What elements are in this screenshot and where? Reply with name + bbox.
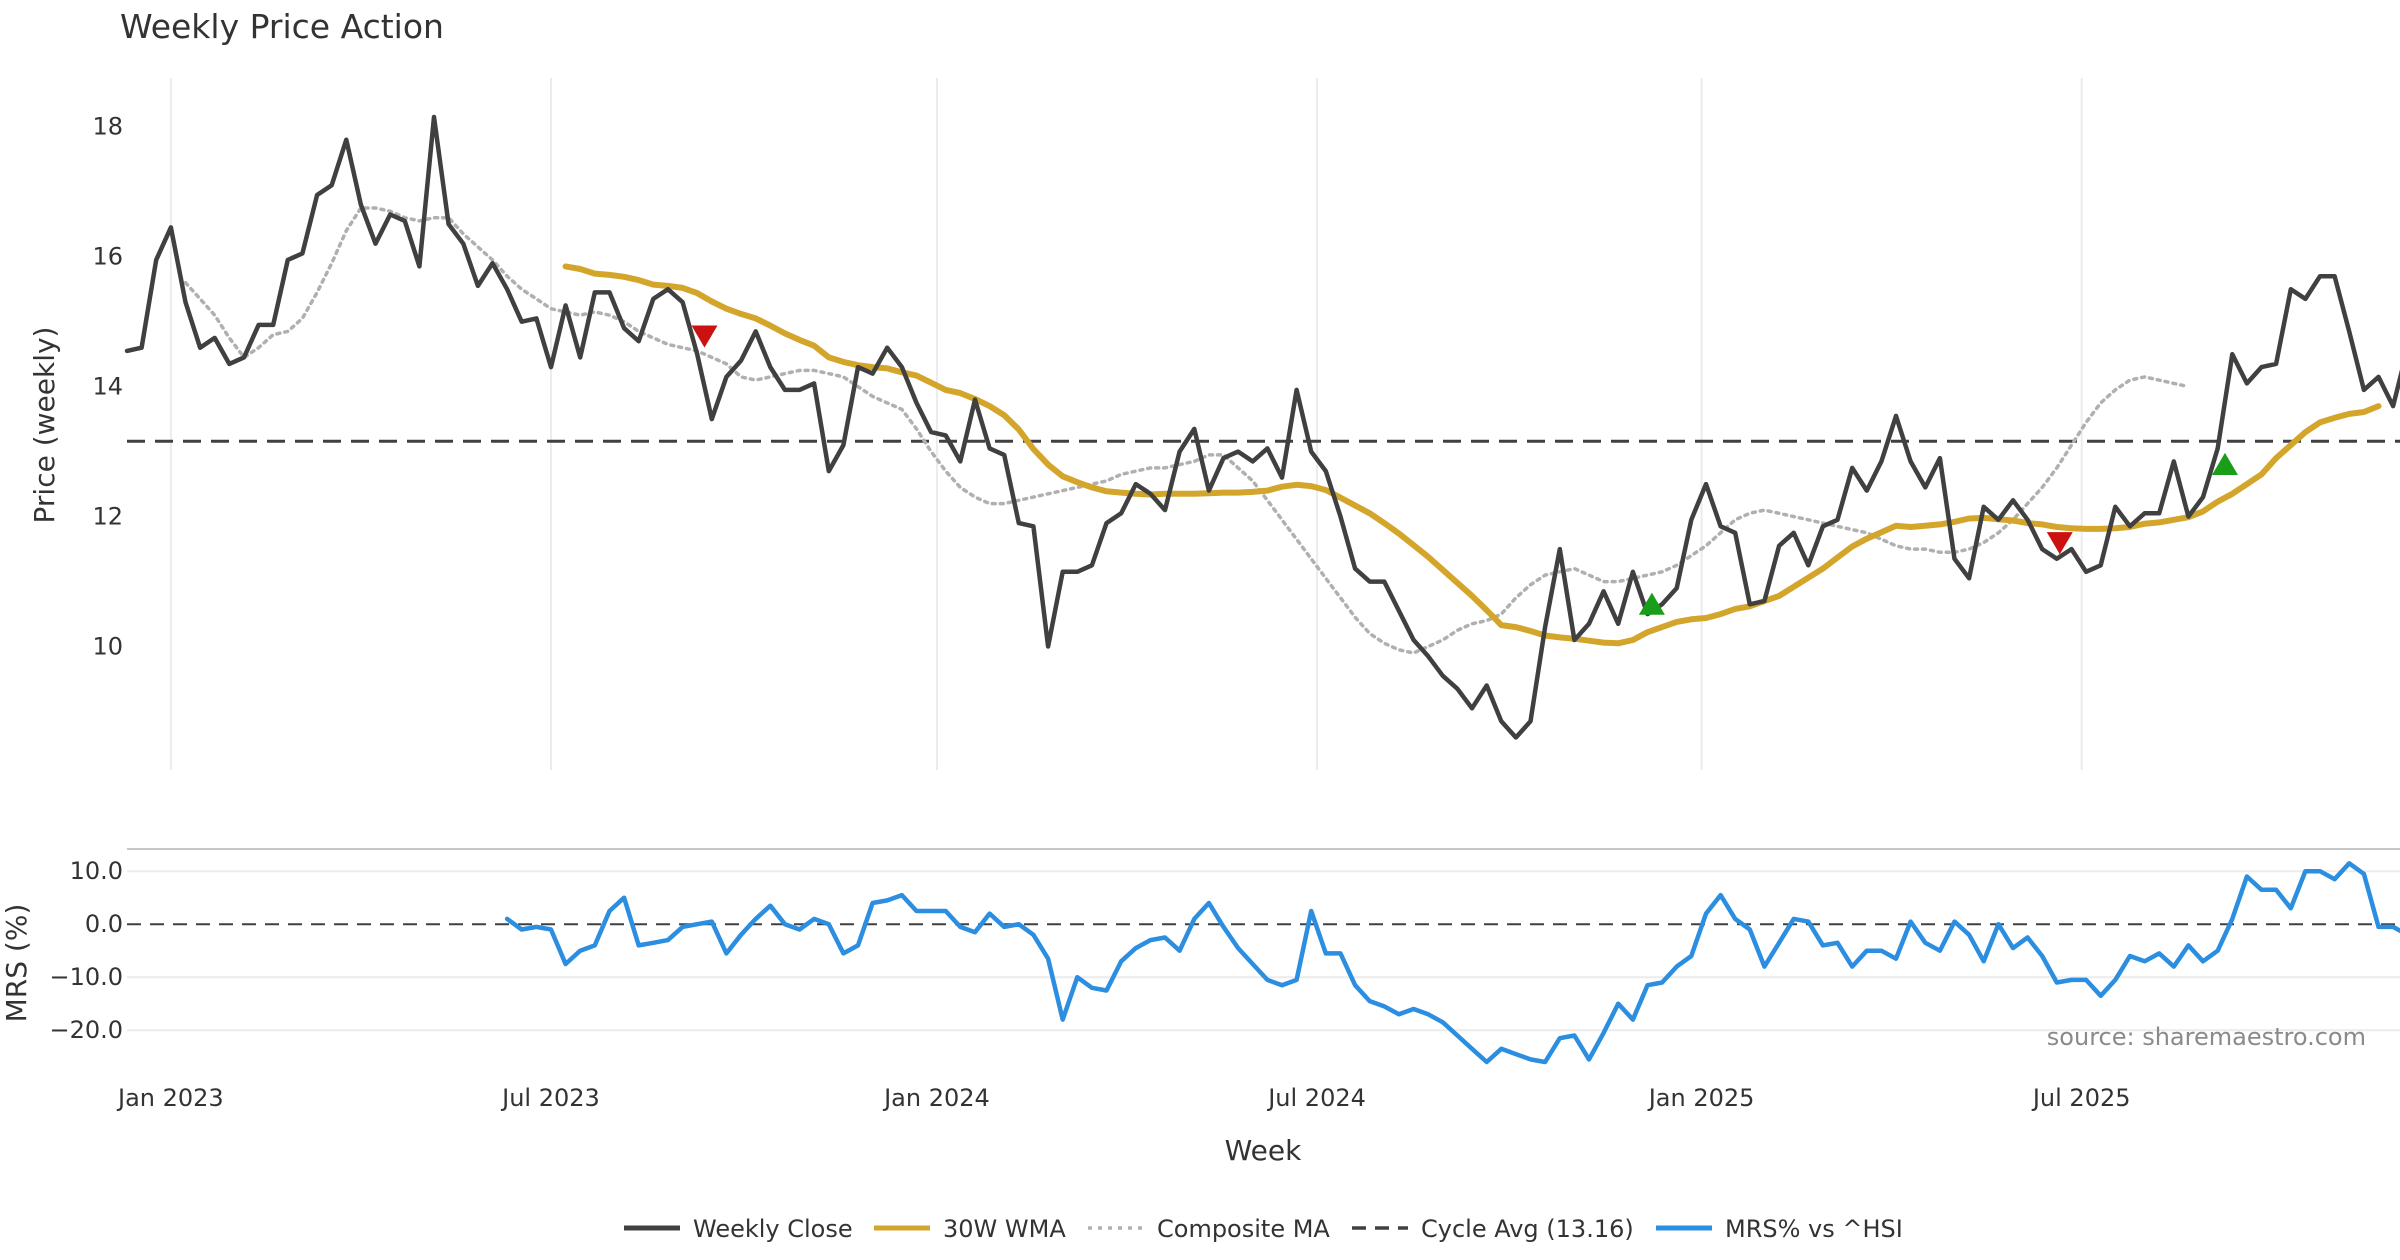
weekly-close-line xyxy=(124,114,2400,740)
mrs-line xyxy=(504,861,2400,1065)
x-tick-label: Jul 2023 xyxy=(500,1084,600,1112)
legend-label: Cycle Avg (13.16) xyxy=(1421,1215,1634,1243)
x-tick-label: Jan 2023 xyxy=(116,1084,224,1112)
top-y-tick-label: 14 xyxy=(92,373,123,401)
bottom-y-tick-label: −10.0 xyxy=(49,963,123,991)
source-credit: source: sharemaestro.com xyxy=(2047,1023,2366,1051)
buy-signal-marker xyxy=(2211,452,2238,476)
x-axis-ticks: Jan 2023 Jul 2023 Jan 2024 Jul 2024 Jan 2025… xyxy=(116,1084,2131,1112)
legend-label: Weekly Close xyxy=(693,1215,853,1243)
top-y-tick-label: 12 xyxy=(92,503,123,531)
sell-signal-marker xyxy=(691,325,718,348)
wma-30w-line xyxy=(562,263,2382,647)
x-axis-label: Week xyxy=(1225,1134,1302,1167)
buy-signal-marker xyxy=(1638,592,1665,615)
top-y-tick-label: 16 xyxy=(92,243,123,271)
top-panel-gridlines xyxy=(169,78,2083,770)
top-y-tick-label: 18 xyxy=(92,113,123,141)
x-tick-label: Jul 2024 xyxy=(1266,1084,1366,1112)
legend-label: Composite MA xyxy=(1157,1215,1330,1243)
signal-markers xyxy=(691,325,2238,615)
legend-label: 30W WMA xyxy=(943,1215,1066,1243)
chart-title: Weekly Price Action xyxy=(120,7,444,46)
bottom-y-tick-label: 10.0 xyxy=(70,857,123,885)
top-y-axis-label: Price (weekly) xyxy=(28,327,61,524)
x-tick-label: Jan 2025 xyxy=(1647,1084,1755,1112)
top-panel-y-ticks: 10 12 14 16 18 xyxy=(92,113,123,661)
composite-ma-line xyxy=(183,206,2191,655)
bottom-y-axis-label: MRS (%) xyxy=(0,904,33,1023)
bottom-panel-y-ticks: 10.0 0.0 −10.0 −20.0 xyxy=(49,857,123,1044)
legend-label: MRS% vs ^HSI xyxy=(1725,1215,1903,1243)
bottom-panel-series xyxy=(504,861,2400,1065)
x-tick-label: Jan 2024 xyxy=(882,1084,990,1112)
top-y-tick-label: 10 xyxy=(92,633,123,661)
sell-signal-marker xyxy=(2046,532,2073,555)
bottom-y-tick-label: 0.0 xyxy=(85,910,123,938)
legend: Weekly Close 30W WMA Composite MA Cycle Avg… xyxy=(624,1215,1903,1243)
top-panel-series xyxy=(124,114,2400,740)
x-tick-label: Jul 2025 xyxy=(2031,1084,2131,1112)
bottom-y-tick-label: −20.0 xyxy=(49,1016,123,1044)
